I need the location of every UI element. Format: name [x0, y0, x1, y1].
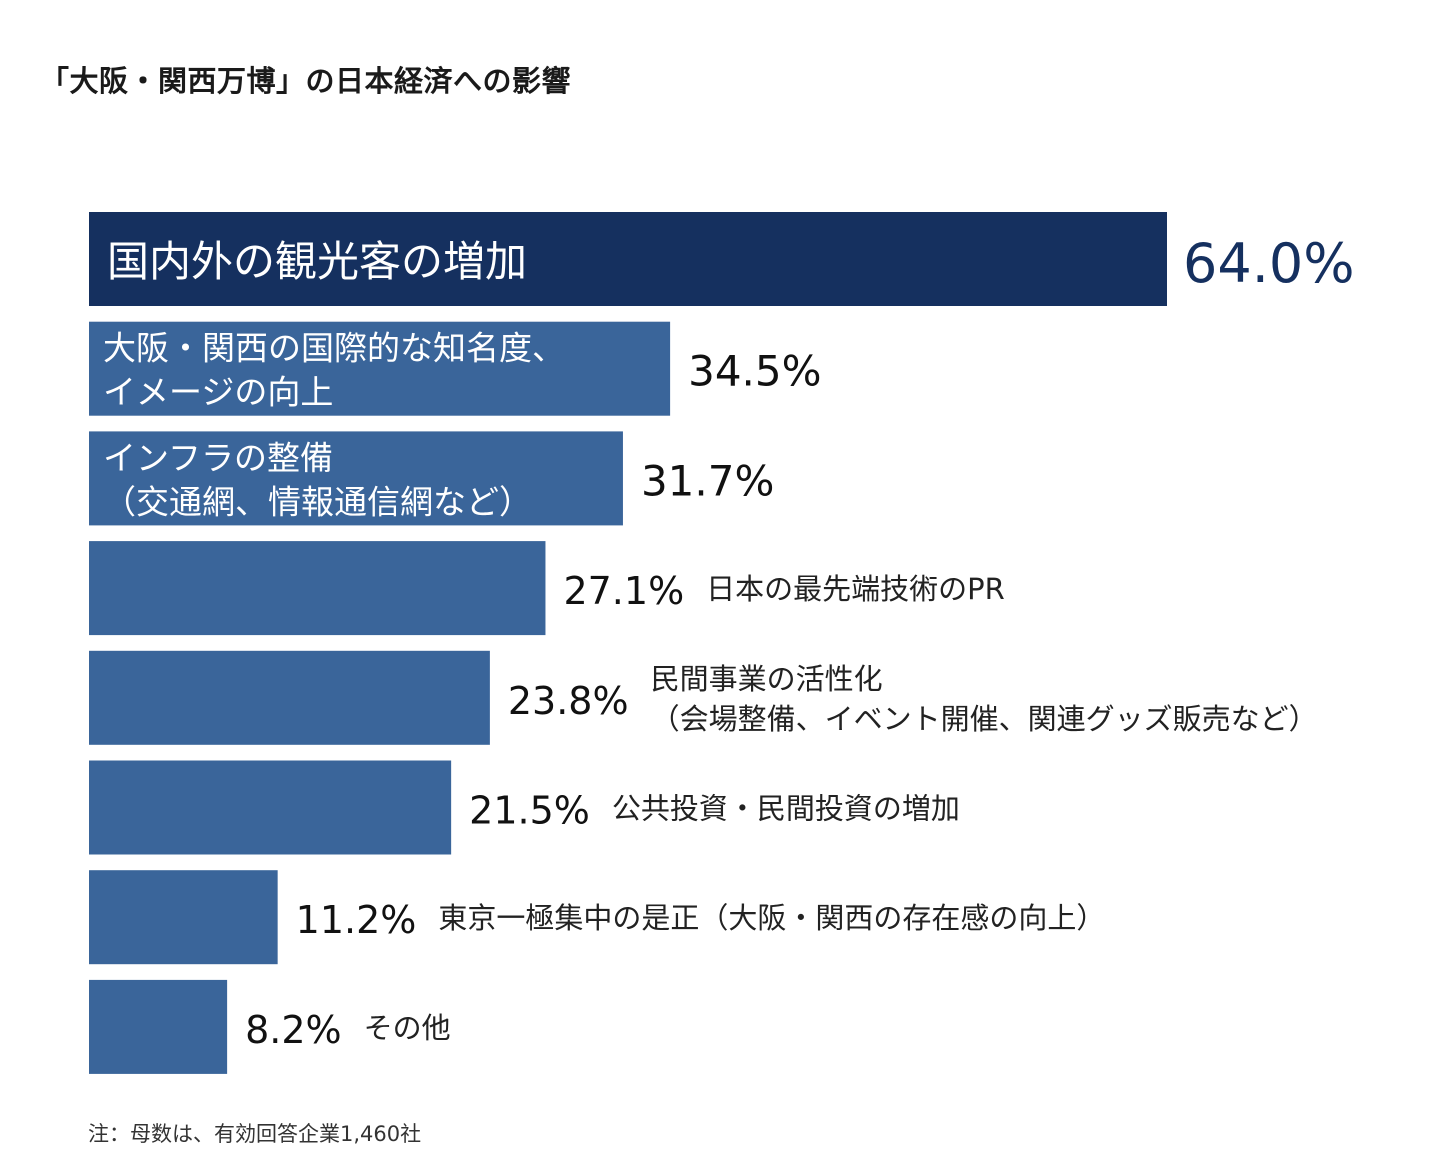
category-label-2: イメージの向上 [103, 373, 333, 412]
bar-2 [89, 321, 671, 416]
footnote: 注：母数は、有効回答企業1,460社 [88, 1122, 422, 1146]
bar-1 [89, 212, 1167, 306]
chart-title: 「大阪・関西万博」の日本経済への影響 [40, 64, 572, 98]
category-label-7: 東京一極集中の是正（大阪・関西の存在感の向上） [438, 901, 1105, 935]
bar-3 [89, 431, 623, 526]
category-label-1: 国内外の観光客の増加 [107, 237, 527, 286]
category-label-4: 日本の最先端技術のPR [706, 572, 1005, 606]
bar-4 [89, 541, 546, 636]
value-label-1: 64.0% [1183, 232, 1355, 295]
value-label-7: 11.2% [296, 898, 417, 942]
bar-6 [89, 760, 452, 855]
category-label-2: 大阪・関西の国際的な知名度、 [103, 329, 565, 368]
bar-8 [89, 979, 228, 1074]
value-label-4: 27.1% [563, 569, 684, 613]
bar-7 [89, 870, 278, 965]
category-label-8: その他 [364, 1011, 451, 1045]
value-label-2: 34.5% [688, 347, 821, 396]
value-label-3: 31.7% [641, 456, 774, 505]
category-label-3: インフラの整備 [103, 438, 333, 477]
bar-5 [89, 650, 490, 745]
category-label-3: （交通網、情報通信網など） [103, 482, 532, 521]
category-label-5: 民間事業の活性化 [651, 662, 883, 696]
category-label-6: 公共投資・民間投資の増加 [612, 792, 960, 826]
value-label-6: 21.5% [469, 789, 590, 833]
category-label-5: （会場整備、イベント開催、関連グッズ販売など） [651, 702, 1318, 736]
value-label-8: 8.2% [245, 1008, 342, 1052]
value-label-5: 23.8% [508, 679, 629, 723]
